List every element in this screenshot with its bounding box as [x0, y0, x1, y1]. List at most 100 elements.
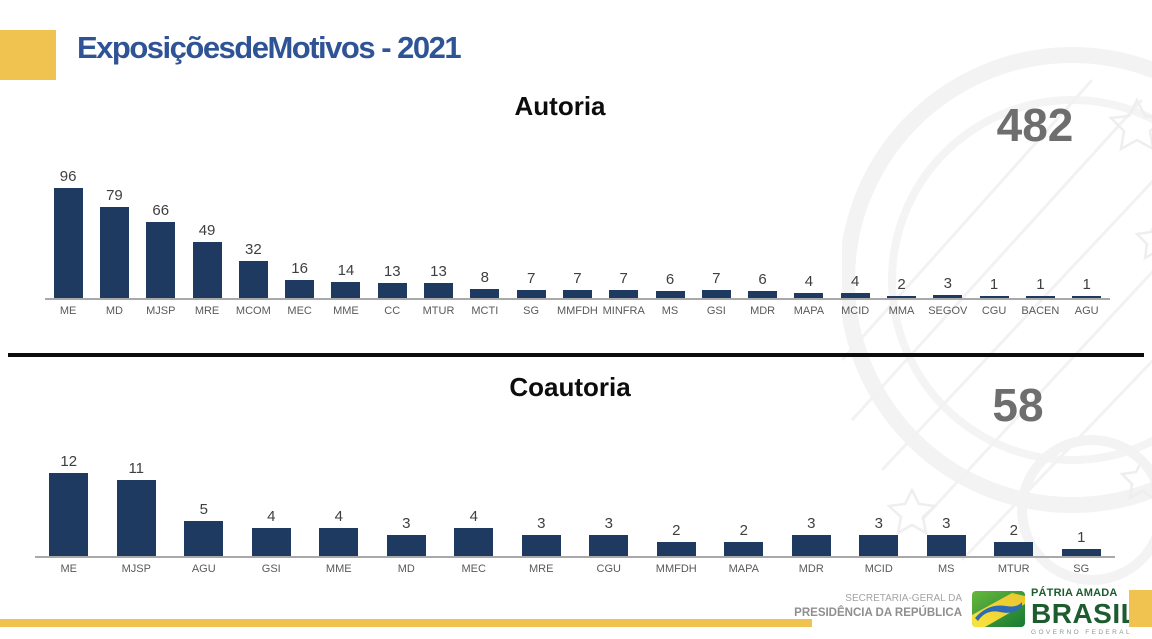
bar-category-label: GSI [706, 305, 726, 317]
bar-value-label: 16 [291, 260, 308, 277]
bar-slot: 1 [1064, 276, 1110, 298]
bar [926, 535, 966, 556]
bar [979, 296, 1009, 298]
bar-slot: 5 [170, 501, 238, 556]
bar-category-label: MS [661, 305, 679, 317]
bar-category-label: AGU [191, 563, 216, 575]
footer-org-line1: SECRETARIA-GERAL DA [845, 593, 962, 604]
bar-value-label: 7 [573, 270, 582, 287]
bar-slot: 4 [305, 508, 373, 556]
bar-category-label: MCID [864, 563, 893, 575]
bar [386, 535, 426, 556]
bar-slot: 3 [845, 515, 913, 556]
bar [53, 188, 83, 298]
bar-value-label: 1 [1077, 529, 1086, 546]
bar [1025, 296, 1055, 298]
chart-title-autoria: Autoria [514, 91, 606, 121]
bar [589, 535, 629, 556]
bar-category-label: MMA [888, 305, 915, 317]
bar-category-label: MTUR [422, 305, 455, 317]
bar-category-label: MME [325, 563, 352, 575]
bar-slot: 7 [508, 270, 554, 298]
bar-category-label: ME [59, 305, 77, 317]
bar [99, 207, 129, 298]
chart-title-coautoria: Coautoria [509, 372, 631, 402]
bar-category-label: BACEN [1021, 305, 1060, 317]
bar [184, 521, 224, 556]
bar-category-label: MAPA [728, 563, 759, 575]
bar-value-label: 1 [1082, 276, 1091, 293]
bar-slot: 3 [508, 515, 576, 556]
bar-slot: 7 [693, 270, 739, 298]
bar-value-label: 2 [897, 276, 906, 293]
bar-category-label: CC [384, 305, 401, 317]
bar-value-label: 3 [942, 515, 951, 532]
bar [701, 290, 731, 298]
bar-slot: 3 [925, 275, 971, 298]
bar-value-label: 7 [619, 270, 628, 287]
bar-value-label: 3 [943, 275, 952, 292]
bar-category-label: SG [523, 305, 540, 317]
bar [516, 290, 546, 298]
bar-slot: 14 [323, 262, 369, 298]
bar [1061, 549, 1101, 556]
bar [859, 535, 899, 556]
bar [994, 542, 1034, 556]
bar-slot: 4 [786, 273, 832, 298]
bar [470, 289, 500, 298]
bar-value-label: 49 [198, 222, 216, 239]
bar-slot: 96 [45, 168, 91, 298]
bar-chart-autoria: 96 79 66 49 32 16 14 13 13 8 7 7 7 6 7 6 4 4 2 3 1 1 1 ME MD MJS… [45, 164, 1110, 317]
bar [454, 528, 494, 556]
bar-value-label: 79 [106, 187, 123, 204]
bar-slot: 7 [601, 270, 647, 298]
bar [933, 295, 963, 298]
bar [192, 242, 222, 298]
bar-category-label: GSI [261, 563, 281, 575]
footer-brand-sub: GOVERNO FEDERAL [1031, 629, 1133, 636]
footer-org-block: SECRETARIA-GERAL DA PRESIDÊNCIA DA REPÚB… [700, 593, 962, 620]
bar-slot: 66 [138, 202, 184, 298]
bar-value-label: 1 [989, 276, 999, 293]
bar-value-label: 4 [469, 508, 478, 525]
bar-slot: 49 [184, 222, 230, 298]
bar-slot: 3 [778, 515, 846, 556]
bar-slot: 4 [238, 508, 306, 556]
bar-category-label: ME [60, 563, 78, 575]
bar-slot: 1 [971, 276, 1017, 298]
bar [331, 282, 361, 298]
bar [655, 291, 685, 298]
bar-category-label: MD [397, 563, 415, 575]
bar-value-label: 4 [851, 273, 860, 290]
bar-slot: 7 [554, 270, 600, 298]
bar-value-label: 8 [480, 269, 489, 286]
bar [609, 290, 639, 298]
bar-category-label: MINFRA [602, 305, 645, 317]
bar-category-label: MMFDH [556, 305, 598, 317]
footer-yellow-bar [0, 619, 812, 627]
bar-slot: 8 [462, 269, 508, 298]
bar [521, 535, 561, 556]
bar-slot: 1 [1048, 529, 1116, 556]
bar-category-label: MRE [529, 563, 554, 575]
chart-total-coautoria: 58 [992, 379, 1044, 431]
bar-category-label: MDR [750, 305, 776, 317]
bar-category-label: MCID [841, 305, 870, 317]
bar-value-label: 3 [402, 515, 411, 532]
footer-yellow-rect [1129, 590, 1152, 627]
bar-slot: 32 [230, 241, 276, 298]
bar-slot: 6 [739, 271, 785, 298]
bar-category-label: CGU [596, 563, 621, 575]
page-title: ExposiçõesdeMotivos - 2021 [77, 30, 462, 65]
bar [840, 293, 870, 298]
bar-value-label: 66 [152, 202, 170, 219]
bar-category-label: MEC [287, 305, 312, 317]
bar [1072, 296, 1102, 298]
bar-category-label: MJSP [121, 563, 151, 575]
bar-category-label: MTUR [997, 563, 1030, 575]
bar-slot: 1 [1017, 276, 1063, 298]
bar-category-label: MDR [798, 563, 824, 575]
bar [377, 283, 407, 298]
bar-value-label: 1 [1036, 276, 1045, 293]
